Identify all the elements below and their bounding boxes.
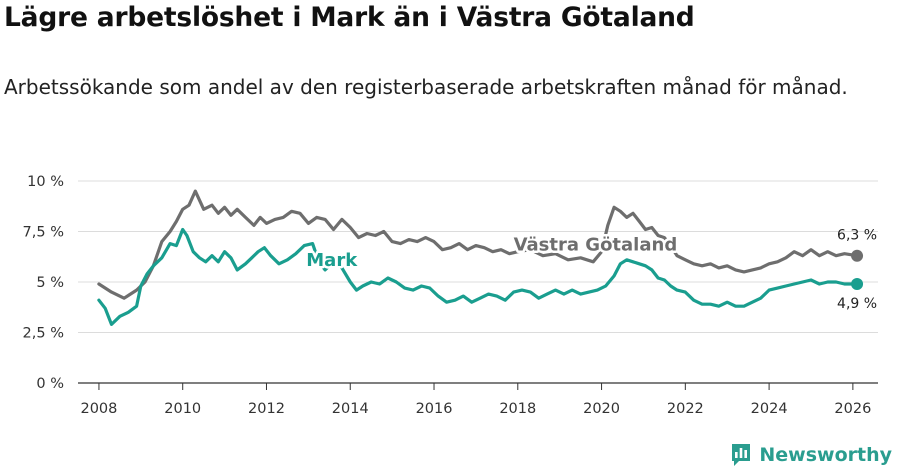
x-tick-label: 2012	[248, 401, 285, 417]
y-tick-label: 0 %	[36, 376, 64, 392]
y-tick-label: 10 %	[27, 174, 64, 190]
series-line-v-stra-g-taland	[97, 189, 859, 300]
x-tick-label: 2018	[499, 401, 536, 417]
brand: Newsworthy	[730, 442, 892, 468]
x-tick-label: 2016	[416, 401, 453, 417]
brand-name: Newsworthy	[759, 444, 892, 466]
x-tick-label: 2022	[667, 401, 704, 417]
y-tick-label: 5 %	[36, 275, 64, 291]
x-tick-label: 2024	[751, 401, 788, 417]
chart-subtitle: Arbetssökande som andel av den registerb…	[4, 75, 848, 99]
end-point-mark	[851, 278, 864, 291]
x-axis: 2008 2010 2012 2014 2016 2018 2020 2022 2024 2026	[78, 382, 878, 417]
x-tick-label: 2020	[583, 401, 620, 417]
x-tick-label: 2008	[80, 401, 117, 417]
end-point-v-stra-g-taland	[851, 249, 864, 262]
series-labels: Västra Götaland Mark 6,3 % 4,9 %	[304, 228, 877, 312]
x-tick-label: 2026	[834, 401, 871, 417]
newsworthy-logo-icon	[732, 444, 751, 466]
end-label-vastra-gotaland: 6,3 %	[837, 228, 877, 244]
series-lines	[97, 189, 864, 326]
series-line-mark	[97, 227, 859, 326]
series-label-vastra-gotaland: Västra Götaland	[514, 235, 678, 256]
y-tick-label: 7,5 %	[23, 225, 64, 241]
end-label-mark: 4,9 %	[837, 296, 877, 312]
chart-title: Lägre arbetslöshet i Mark än i Västra Gö…	[4, 2, 695, 33]
x-tick-label: 2014	[332, 401, 369, 417]
series-label-mark: Mark	[306, 250, 358, 271]
y-tick-label: 2,5 %	[23, 326, 64, 342]
grid-lines	[78, 180, 878, 333]
x-tick-label: 2010	[164, 401, 201, 417]
y-axis-ticks: 0 % 2,5 % 5 % 7,5 % 10 %	[23, 174, 64, 392]
